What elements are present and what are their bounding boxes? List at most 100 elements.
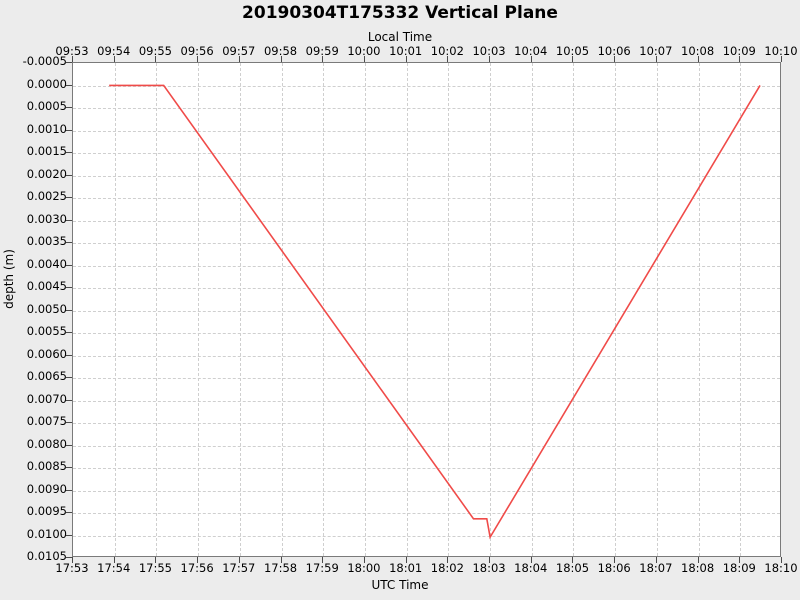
y-tick-mark — [66, 534, 72, 536]
x-tick-label-utc: 18:09 — [722, 561, 756, 575]
y-tick-mark — [66, 377, 72, 378]
x-tick-mark-bottom — [697, 557, 699, 563]
x-tick-mark-top — [655, 56, 657, 62]
x-tick-label-utc: 18:04 — [514, 561, 548, 575]
y-tick-label: 0.0050 — [26, 301, 67, 316]
y-tick-mark — [66, 354, 72, 356]
x-tick-label-utc: 17:53 — [55, 561, 89, 575]
gridline-horizontal — [73, 490, 780, 492]
gridline-horizontal — [73, 175, 780, 177]
gridline-vertical — [281, 63, 283, 556]
x-tick-label-local: 10:03 — [472, 44, 506, 58]
gridline-horizontal — [73, 333, 780, 334]
gridline-horizontal — [73, 85, 780, 87]
y-tick-mark — [66, 264, 72, 266]
x-tick-mark-bottom — [530, 557, 532, 563]
x-tick-mark-top — [238, 56, 240, 62]
y-tick-mark — [66, 197, 72, 198]
x-tick-mark-bottom — [363, 557, 365, 563]
y-tick-mark — [66, 467, 72, 468]
top-axis-label: Local Time — [367, 30, 433, 44]
gridline-vertical — [615, 63, 617, 556]
x-tick-mark-top — [781, 56, 782, 62]
x-tick-mark-top — [155, 56, 157, 62]
x-tick-label-utc: 17:56 — [180, 561, 214, 575]
gridline-vertical — [573, 63, 575, 556]
y-tick-mark — [66, 489, 72, 491]
gridline-horizontal — [73, 535, 780, 537]
gridline-vertical — [656, 63, 658, 556]
gridline-vertical — [239, 63, 241, 556]
y-tick-mark — [66, 332, 72, 333]
gridline-horizontal — [73, 513, 780, 514]
x-tick-label-local: 09:58 — [263, 44, 298, 58]
x-tick-mark-bottom — [489, 557, 491, 563]
y-tick-mark — [66, 174, 72, 176]
x-tick-label-local: 10:01 — [389, 44, 423, 58]
y-tick-label: 0.0090 — [26, 481, 67, 496]
x-tick-mark-bottom — [739, 557, 741, 563]
x-tick-label-local: 10:07 — [639, 44, 673, 58]
y-tick-label: 0.0010 — [26, 121, 67, 136]
y-tick-label: 0.0005 — [26, 99, 67, 113]
gridline-horizontal — [73, 400, 780, 402]
y-tick-mark — [66, 219, 72, 221]
x-tick-label-local: 10:00 — [347, 44, 381, 58]
x-tick-mark-top — [322, 56, 324, 62]
gridline-horizontal — [73, 153, 780, 154]
x-tick-label-local: 09:54 — [97, 44, 131, 58]
x-tick-mark-bottom — [155, 557, 157, 563]
y-tick-label: 0.0065 — [26, 369, 67, 383]
x-tick-mark-bottom — [405, 557, 407, 563]
gridline-vertical — [198, 63, 200, 556]
x-tick-label-utc: 17:54 — [97, 561, 131, 575]
y-tick-label: 0.0040 — [26, 256, 67, 271]
gridline-vertical — [698, 63, 700, 556]
gridline-horizontal — [73, 445, 780, 447]
x-tick-label-local: 09:53 — [55, 44, 89, 58]
x-tick-mark-bottom — [572, 557, 574, 563]
y-tick-mark — [66, 309, 72, 311]
y-tick-mark — [66, 399, 72, 401]
x-tick-label-local: 10:02 — [430, 44, 464, 58]
y-tick-label: 0.0020 — [26, 166, 67, 181]
x-tick-label-local: 10:08 — [681, 44, 715, 58]
gridline-vertical — [448, 63, 450, 556]
gridline-horizontal — [73, 198, 780, 199]
y-tick-mark — [66, 152, 72, 153]
x-tick-label-local: 09:55 — [138, 44, 172, 58]
gridline-horizontal — [73, 288, 780, 289]
depth-series-line — [109, 84, 761, 540]
y-tick-label: 0.0100 — [26, 526, 67, 541]
gridline-horizontal — [73, 468, 780, 469]
gridline-horizontal — [73, 423, 780, 424]
x-tick-mark-top — [363, 56, 365, 62]
y-tick-label: 0.0080 — [26, 436, 67, 451]
x-tick-mark-top — [697, 56, 699, 62]
x-tick-label-utc: 18:07 — [639, 561, 673, 575]
x-tick-label-utc: 17:58 — [263, 561, 298, 575]
x-tick-mark-top — [614, 56, 616, 62]
x-tick-label-utc: 17:55 — [138, 561, 172, 575]
y-tick-mark — [66, 129, 72, 131]
x-tick-label-utc: 18:06 — [597, 561, 631, 575]
gridline-vertical — [740, 63, 742, 556]
gridline-horizontal — [73, 265, 780, 267]
x-tick-label-utc: 17:59 — [305, 561, 339, 575]
gridline-vertical — [490, 63, 492, 556]
gridline-horizontal — [73, 220, 780, 222]
y-tick-label: 0.0105 — [26, 549, 67, 563]
y-tick-mark — [66, 62, 72, 63]
y-tick-label: 0.0070 — [26, 391, 67, 406]
y-tick-label: 0.0045 — [26, 279, 67, 293]
x-tick-label-local: 10:05 — [555, 44, 590, 58]
y-tick-mark — [66, 287, 72, 288]
x-tick-mark-top — [447, 56, 449, 62]
x-tick-mark-top — [489, 56, 491, 62]
gridline-horizontal — [73, 355, 780, 357]
x-tick-label-local: 10:09 — [722, 44, 756, 58]
x-tick-mark-top — [113, 56, 115, 62]
y-tick-label: 0.0025 — [26, 189, 67, 203]
x-tick-label-utc: 18:02 — [430, 561, 464, 575]
